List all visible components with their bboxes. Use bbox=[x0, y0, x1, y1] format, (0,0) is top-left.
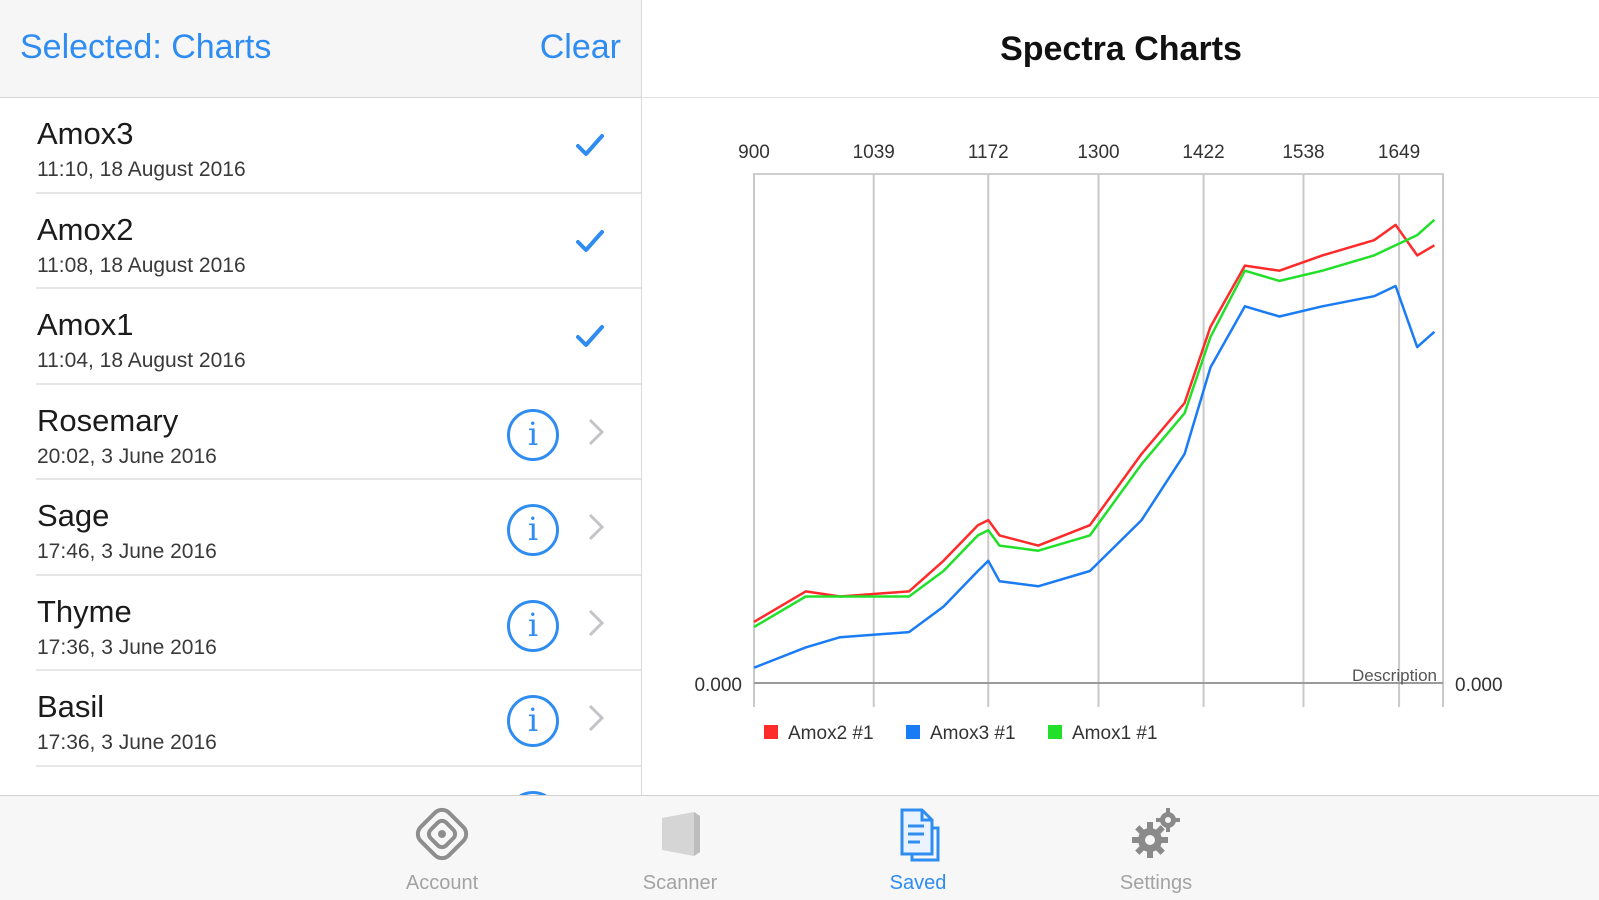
chevron-right-icon bbox=[588, 418, 605, 445]
item-date: 11:04, 18 August 2016 bbox=[37, 349, 246, 372]
tab-saved-label: Saved bbox=[889, 872, 947, 894]
list-item[interactable]: Amox1 11:04, 18 August 2016 bbox=[0, 289, 641, 385]
checkmark-icon bbox=[576, 134, 604, 156]
list-item[interactable]: Rosemary 20:02, 3 June 2016 i bbox=[0, 385, 641, 481]
tab-scanner-label: Scanner bbox=[642, 872, 718, 894]
tab-settings-label: Settings bbox=[1119, 872, 1193, 894]
tab-saved[interactable]: Saved bbox=[848, 804, 988, 896]
item-date: 17:46, 3 June 2016 bbox=[37, 540, 217, 563]
item-date: 20:02, 3 June 2016 bbox=[37, 444, 217, 468]
list-item[interactable]: Amox2 11:08, 18 August 2016 bbox=[0, 194, 641, 290]
account-icon bbox=[415, 807, 469, 861]
x-tick-label: 1172 bbox=[968, 142, 1009, 163]
master-nav-bar: Selected: Charts Clear bbox=[0, 0, 641, 98]
item-date: 17:36, 3 June 2016 bbox=[37, 731, 217, 754]
item-date: 17:36, 3 June 2016 bbox=[37, 635, 217, 659]
item-title: Amox2 bbox=[37, 211, 134, 247]
x-tick-label: 1422 bbox=[1182, 142, 1224, 163]
x-tick-label: 1039 bbox=[853, 142, 895, 163]
clear-button[interactable]: Clear bbox=[539, 28, 621, 66]
checkmark-icon bbox=[576, 229, 604, 252]
list-item[interactable]: Thyme 17:36, 3 June 2016 i bbox=[0, 576, 641, 672]
scanner-icon bbox=[662, 812, 700, 856]
settings-icon bbox=[1132, 808, 1180, 858]
tab-account[interactable]: Account bbox=[372, 804, 512, 896]
list-item[interactable]: Amox3 11:10, 18 August 2016 bbox=[0, 98, 641, 194]
saved-icon bbox=[900, 808, 940, 862]
legend-swatch bbox=[764, 725, 778, 739]
item-date: 11:08, 18 August 2016 bbox=[37, 253, 246, 277]
checkmark-icon bbox=[576, 325, 604, 347]
x-tick-label: 1538 bbox=[1282, 142, 1324, 163]
item-date: 11:10, 18 August 2016 bbox=[37, 158, 246, 181]
legend-label: Amox1 #1 bbox=[1072, 723, 1158, 744]
legend-swatch bbox=[1048, 725, 1062, 739]
series-line-0 bbox=[753, 223, 1436, 623]
list-item[interactable]: Sage 17:46, 3 June 2016 i bbox=[0, 480, 641, 576]
spectra-chart: 900 1039 1172 1300 1422 1538 1649 0.000 0.000 Des… bbox=[694, 142, 1503, 744]
info-icon[interactable]: i bbox=[507, 695, 559, 747]
x-tick-label: 900 bbox=[738, 142, 770, 163]
list-item[interactable]: Basil 17:36, 3 June 2016 i bbox=[0, 671, 641, 767]
info-icon[interactable]: i bbox=[507, 599, 559, 652]
tab-bar: Account Scanner Saved bbox=[0, 795, 1599, 900]
item-title: Thyme bbox=[37, 593, 132, 629]
description-label: Description bbox=[1352, 666, 1437, 685]
legend-swatch bbox=[906, 725, 920, 739]
item-title: Amox3 bbox=[37, 116, 134, 151]
series-line-2 bbox=[753, 218, 1436, 629]
y-axis-right-label: 0.000 bbox=[1455, 675, 1503, 696]
chevron-right-icon bbox=[588, 513, 605, 541]
info-icon[interactable]: i bbox=[507, 504, 559, 556]
detail-pane: Spectra Charts 900 1039 1172 1300 1422 1538 16… bbox=[643, 0, 1599, 795]
tab-account-label: Account bbox=[405, 872, 479, 894]
item-title: Sage bbox=[37, 498, 110, 533]
master-pane: Selected: Charts Clear Amox3 11:10, 18 Au… bbox=[0, 0, 642, 795]
item-title: Rosemary bbox=[37, 402, 179, 438]
tab-settings[interactable]: Settings bbox=[1086, 804, 1226, 896]
info-icon[interactable]: i bbox=[507, 408, 559, 461]
list-item[interactable]: i bbox=[0, 767, 641, 795]
detail-nav-bar: Spectra Charts bbox=[643, 0, 1599, 98]
detail-title: Spectra Charts bbox=[1000, 30, 1242, 68]
x-tick-label: 1300 bbox=[1077, 142, 1119, 163]
tab-scanner[interactable]: Scanner bbox=[610, 804, 750, 896]
chevron-right-icon bbox=[588, 609, 605, 636]
legend-label: Amox3 #1 bbox=[930, 723, 1016, 744]
saved-items-list: Amox3 11:10, 18 August 2016 Amox2 11:08, 18… bbox=[0, 98, 641, 795]
x-tick-label: 1649 bbox=[1378, 142, 1420, 163]
series-line-1 bbox=[753, 284, 1436, 669]
legend-label: Amox2 #1 bbox=[788, 723, 874, 744]
chevron-right-icon bbox=[588, 704, 605, 732]
item-title: Amox1 bbox=[37, 307, 134, 342]
selected-charts-title: Selected: Charts bbox=[20, 28, 272, 66]
y-axis-left-label: 0.000 bbox=[694, 675, 742, 696]
item-title: Basil bbox=[37, 689, 105, 724]
